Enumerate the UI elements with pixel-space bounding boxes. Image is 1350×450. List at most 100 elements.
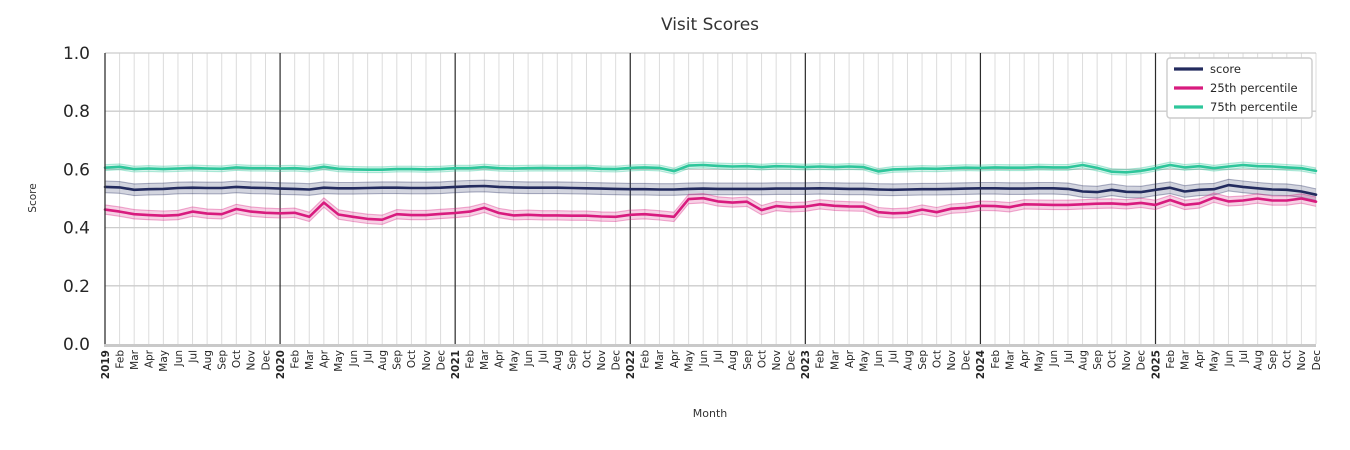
x-tick-label-month: May	[1034, 350, 1046, 372]
band-edge	[104, 161, 1317, 170]
series-line-layer	[103, 163, 1318, 221]
x-tick-label-month: Feb	[990, 350, 1002, 369]
x-tick-label-year: 2021	[450, 350, 462, 379]
x-tick-label-month: Jun	[1223, 350, 1235, 367]
legend-box	[1166, 57, 1313, 119]
x-tick-label-year: 2022	[625, 350, 637, 379]
y-tick-label: 0.4	[63, 219, 90, 239]
x-tick-label-month: Nov	[946, 350, 958, 371]
x-tick-label-month: Apr	[319, 349, 331, 368]
x-tick-label-year: 2020	[275, 350, 287, 379]
y-tick-labels: 1.0 0.8 0.6 0.4 0.2 0.0	[63, 44, 90, 355]
confidence-band-25th-percentile	[105, 193, 1316, 225]
x-tick-label-month: Nov	[771, 350, 783, 371]
x-tick-label-month: Jul	[713, 350, 725, 364]
x-tick-label-month: Apr	[494, 349, 506, 368]
x-tick-label-month: Jul	[362, 350, 374, 364]
x-tick-label-month: Dec	[435, 350, 447, 371]
x-tick-label-month: Jun	[523, 350, 535, 367]
x-tick-label-month: Dec	[1136, 350, 1148, 371]
x-tick-label-month: Nov	[421, 350, 433, 371]
x-tick-label-month: Apr	[844, 349, 856, 368]
x-tick-label-month: Feb	[815, 350, 827, 369]
x-tick-label-month: Oct	[931, 350, 943, 368]
band-edge	[104, 192, 1317, 216]
x-tick-label-month: Jun	[173, 350, 185, 367]
x-tick-label-month: Jun	[348, 350, 360, 367]
band-edge	[104, 167, 1317, 176]
y-tick-label: 0.6	[63, 160, 90, 180]
x-tick-label-month: Dec	[1311, 350, 1323, 371]
x-tick-label-month: Jun	[1048, 350, 1060, 367]
confidence-band-75th-percentile	[105, 162, 1316, 176]
x-tick-label-month: Oct	[231, 350, 243, 368]
x-tick-label-month: Apr	[669, 349, 681, 368]
x-tick-label-month: Dec	[260, 350, 272, 371]
x-tick-label-month: Aug	[377, 350, 389, 371]
x-tick-label-month: Sep	[742, 350, 754, 370]
x-tick-label-month: Jun	[873, 350, 885, 367]
x-tick-label-month: Feb	[1165, 350, 1177, 369]
x-tick-label-month: Nov	[1121, 350, 1133, 371]
x-tick-label-month: Sep	[917, 350, 929, 370]
x-tick-label-month: May	[158, 350, 170, 372]
x-tick-label-month: Feb	[640, 350, 652, 369]
legend: score 25th percentile 75th percentile	[1166, 57, 1313, 119]
x-tick-label-month: Mar	[129, 349, 141, 369]
x-tick-label-month: Oct	[1107, 350, 1119, 368]
x-tick-label-month: Jul	[538, 350, 550, 364]
band-edge	[104, 201, 1317, 225]
x-tick-label-month: Sep	[1267, 350, 1279, 370]
x-tick-label-month: Mar	[1179, 349, 1191, 369]
x-tick-label-month: Jul	[1238, 350, 1250, 364]
x-tick-label-month: Dec	[961, 350, 973, 371]
y-axis-label: Score	[27, 183, 39, 212]
x-tick-label-month: Apr	[144, 349, 156, 368]
x-tick-label-month: Oct	[581, 350, 593, 368]
series-line-75th-percentile	[103, 163, 1318, 174]
x-tick-label-month: Aug	[552, 350, 564, 371]
x-tick-label-month: Aug	[1252, 350, 1264, 371]
x-tick-label-month: Mar	[829, 349, 841, 369]
band-edge	[104, 178, 1317, 190]
x-tick-label-month: Oct	[406, 350, 418, 368]
x-tick-label-month: Jul	[1063, 350, 1075, 364]
x-tick-label-month: Apr	[1194, 349, 1206, 368]
legend-label-25th-percentile: 25th percentile	[1210, 81, 1298, 95]
y-tick-label: 0.0	[63, 335, 90, 355]
x-tick-label-month: May	[858, 350, 870, 372]
legend-label-score: score	[1210, 62, 1241, 76]
x-axis-label: Month	[693, 407, 728, 420]
legend-label-75th-percentile: 75th percentile	[1210, 100, 1298, 114]
x-tick-label-month: Nov	[596, 350, 608, 371]
x-tick-label-year: 2019	[100, 350, 112, 379]
y-tick-label: 0.8	[63, 102, 90, 122]
x-tick-label-month: Oct	[1282, 350, 1294, 368]
x-tick-label-month: May	[1209, 350, 1221, 372]
x-tick-label-month: Jun	[698, 350, 710, 367]
x-tick-label-month: Sep	[1092, 350, 1104, 370]
x-tick-label-month: Aug	[202, 350, 214, 371]
x-tick-label-month: Sep	[567, 350, 579, 370]
x-tick-label-month: Jul	[888, 350, 900, 364]
grid-layer	[104, 52, 1317, 344]
x-tick-label-month: May	[508, 350, 520, 372]
x-tick-label-year: 2025	[1150, 350, 1162, 379]
series-line-score	[103, 183, 1318, 196]
x-tick-label-month: Oct	[756, 350, 768, 368]
x-tick-label-year: 2023	[800, 350, 812, 379]
x-tick-label-month: Sep	[392, 350, 404, 370]
band-edge	[104, 190, 1317, 202]
x-tick-label-year: 2024	[975, 350, 987, 379]
x-tick-label-month: Feb	[289, 350, 301, 369]
x-tick-label-month: Dec	[786, 350, 798, 371]
chart-title: Visit Scores	[661, 15, 759, 35]
y-tick-label: 0.2	[63, 277, 90, 297]
x-tick-label-month: Mar	[1004, 349, 1016, 369]
series-line-25th-percentile	[103, 196, 1318, 221]
x-tick-label-month: Aug	[902, 350, 914, 371]
x-tick-label-month: Apr	[1019, 349, 1031, 368]
x-tick-label-month: Aug	[727, 350, 739, 371]
